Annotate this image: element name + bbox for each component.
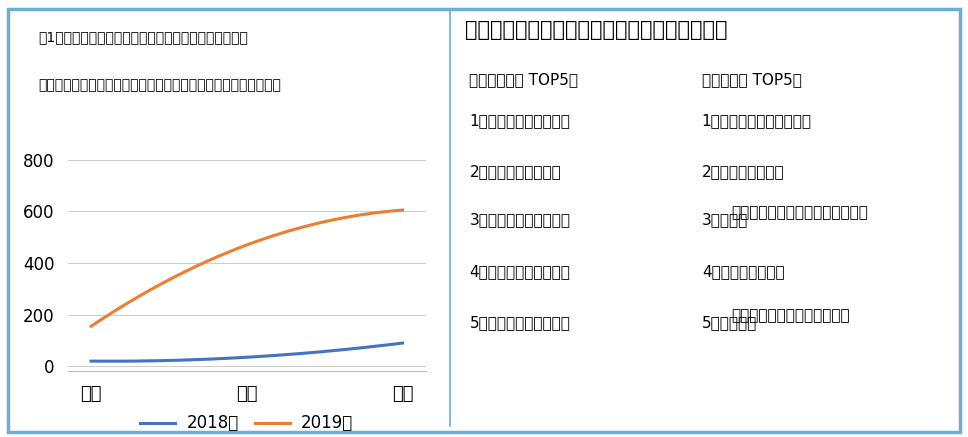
Text: キーワードで検索してはたらくどっとこむにアクセスした件数》: キーワードで検索してはたらくどっとこむにアクセスした件数》 (39, 79, 282, 93)
Text: 2位　白馬（長野県）: 2位 白馬（長野県） (469, 164, 561, 179)
Text: 3位　淡路島（兵庫県）: 3位 淡路島（兵庫県） (469, 212, 570, 227)
Text: －人気職種 TOP5－: －人気職種 TOP5－ (702, 72, 802, 87)
Text: （フロント・配膜・清掃等）: （フロント・配膜・清掃等） (731, 308, 850, 323)
Text: 3位　仲居: 3位 仲居 (702, 212, 748, 227)
Text: 5位　富良野（北海道）: 5位 富良野（北海道） (469, 316, 570, 330)
Text: 5位　洗い場: 5位 洗い場 (702, 316, 757, 330)
Text: －人気エリア TOP5－: －人気エリア TOP5－ (469, 72, 579, 87)
Text: リゾートバイトエリア・職種別人気ランキング: リゾートバイトエリア・職種別人気ランキング (465, 20, 727, 40)
Legend: 2018年, 2019年: 2018年, 2019年 (135, 408, 359, 437)
Text: 4位　館内全般業務: 4位 館内全般業務 (702, 264, 784, 279)
Text: 4位　軽井沢（長野県）: 4位 軽井沢（長野県） (469, 264, 570, 279)
Text: 》1月１日から３月２０日時点でゴールデンウィークの: 》1月１日から３月２０日時点でゴールデンウィークの (39, 31, 249, 45)
Text: 1位　筑根（神奈川県）: 1位 筑根（神奈川県） (469, 114, 570, 128)
Text: 1位　レストランサービス: 1位 レストランサービス (702, 114, 812, 128)
Text: （清掃・ベッドメイキング・等）: （清掃・ベッドメイキング・等） (731, 205, 867, 220)
Text: 2位　裏方業務全般: 2位 裏方業務全般 (702, 164, 784, 179)
